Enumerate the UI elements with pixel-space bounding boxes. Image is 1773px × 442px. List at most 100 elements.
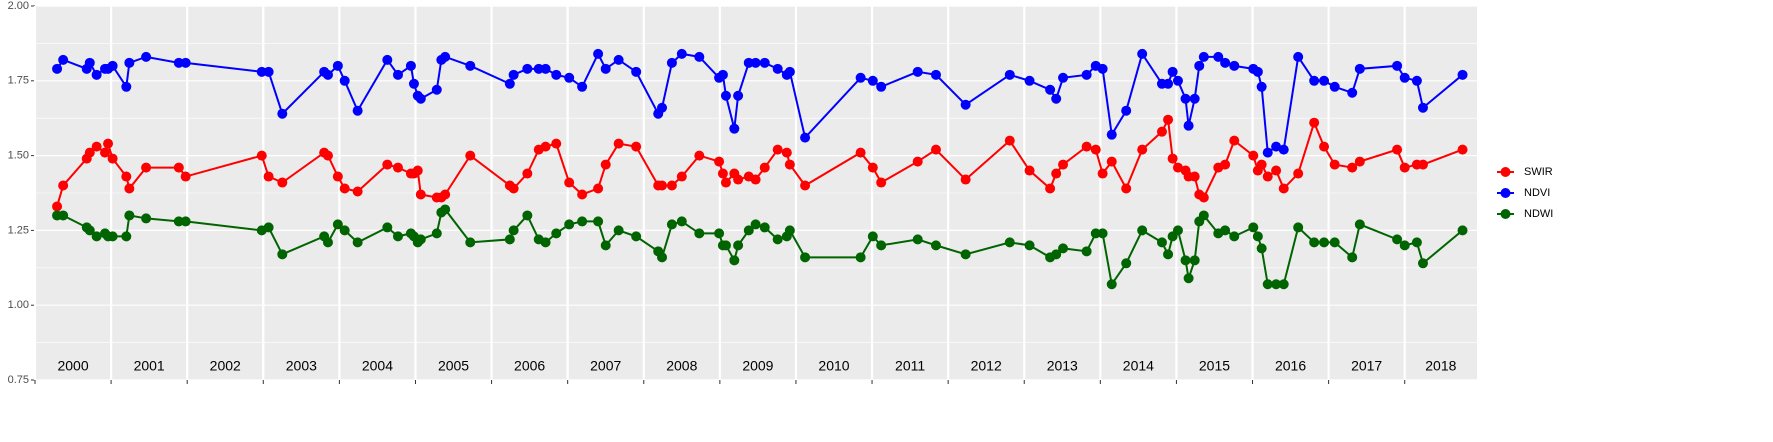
data-point bbox=[522, 168, 533, 179]
data-point bbox=[1256, 243, 1267, 254]
data-point bbox=[1106, 279, 1117, 290]
data-point bbox=[720, 240, 731, 251]
data-point bbox=[1097, 228, 1108, 239]
data-point bbox=[173, 216, 184, 227]
data-point bbox=[912, 234, 923, 245]
data-point bbox=[1058, 72, 1069, 83]
data-point bbox=[180, 57, 191, 68]
data-point bbox=[121, 171, 132, 182]
y-tick-label: 1.00 bbox=[8, 299, 29, 311]
data-point bbox=[1329, 81, 1340, 92]
data-point bbox=[1411, 237, 1422, 248]
data-point bbox=[1081, 69, 1092, 80]
x-tick-label: 2007 bbox=[590, 358, 621, 374]
data-point bbox=[1457, 69, 1468, 80]
data-point bbox=[666, 180, 677, 191]
data-point bbox=[631, 66, 642, 77]
data-point bbox=[564, 177, 575, 188]
data-point bbox=[1081, 141, 1092, 152]
data-point bbox=[322, 237, 333, 248]
x-tick-label: 2002 bbox=[210, 358, 241, 374]
data-point bbox=[1137, 144, 1148, 155]
data-point bbox=[1167, 153, 1178, 164]
data-point bbox=[540, 141, 551, 152]
data-point bbox=[1220, 159, 1231, 170]
data-point bbox=[781, 147, 792, 158]
data-point bbox=[91, 69, 102, 80]
data-point bbox=[1309, 117, 1320, 128]
data-point bbox=[1189, 171, 1200, 182]
data-point bbox=[694, 228, 705, 239]
y-tick-label: 0.75 bbox=[8, 374, 29, 386]
data-point bbox=[58, 210, 69, 221]
data-point bbox=[1457, 225, 1468, 236]
data-point bbox=[1262, 171, 1273, 182]
data-point bbox=[1180, 93, 1191, 104]
data-point bbox=[759, 222, 770, 233]
data-point bbox=[58, 180, 69, 191]
data-point bbox=[1392, 144, 1403, 155]
data-point bbox=[676, 216, 687, 227]
data-point bbox=[1256, 159, 1267, 170]
data-point bbox=[124, 183, 135, 194]
data-point bbox=[1392, 60, 1403, 71]
data-point bbox=[1198, 192, 1209, 203]
data-point bbox=[800, 252, 811, 263]
data-point bbox=[551, 138, 562, 149]
data-point bbox=[1417, 102, 1428, 113]
data-point bbox=[84, 57, 95, 68]
x-tick-label: 2004 bbox=[362, 358, 393, 374]
data-point bbox=[1097, 63, 1108, 74]
data-point bbox=[1220, 225, 1231, 236]
data-point bbox=[1309, 237, 1320, 248]
data-point bbox=[392, 162, 403, 173]
data-point bbox=[1399, 72, 1410, 83]
data-point bbox=[600, 63, 611, 74]
data-point bbox=[91, 141, 102, 152]
data-point bbox=[415, 93, 426, 104]
data-point bbox=[657, 252, 668, 263]
data-point bbox=[759, 162, 770, 173]
data-point bbox=[1183, 120, 1194, 131]
data-point bbox=[1457, 144, 1468, 155]
data-point bbox=[1213, 51, 1224, 62]
data-point bbox=[382, 222, 393, 233]
x-tick-label: 2008 bbox=[666, 358, 697, 374]
data-point bbox=[1194, 60, 1205, 71]
data-point bbox=[717, 69, 728, 80]
x-tick-label: 2011 bbox=[895, 358, 925, 374]
data-point bbox=[415, 234, 426, 245]
data-point bbox=[1163, 114, 1174, 125]
data-point bbox=[930, 69, 941, 80]
data-point bbox=[1220, 57, 1231, 68]
data-point bbox=[508, 225, 519, 236]
y-tick-label: 1.75 bbox=[8, 75, 29, 87]
data-point bbox=[714, 156, 725, 167]
data-point bbox=[339, 183, 350, 194]
data-point bbox=[564, 72, 575, 83]
data-point bbox=[694, 51, 705, 62]
data-point bbox=[1121, 258, 1132, 269]
data-point bbox=[600, 159, 611, 170]
data-point bbox=[743, 225, 754, 236]
x-tick-label: 2001 bbox=[134, 358, 165, 374]
data-point bbox=[440, 51, 451, 62]
data-point bbox=[960, 99, 971, 110]
data-point bbox=[676, 48, 687, 59]
data-point bbox=[1024, 240, 1035, 251]
legend-marker bbox=[1500, 167, 1511, 177]
data-point bbox=[1156, 237, 1167, 248]
data-point bbox=[613, 225, 624, 236]
data-point bbox=[431, 228, 442, 239]
data-point bbox=[322, 150, 333, 161]
data-point bbox=[382, 159, 393, 170]
data-point bbox=[1262, 279, 1273, 290]
data-point bbox=[1058, 243, 1069, 254]
data-point bbox=[1097, 168, 1108, 179]
data-point bbox=[551, 228, 562, 239]
data-point bbox=[263, 66, 274, 77]
data-point bbox=[1090, 228, 1101, 239]
data-point bbox=[1271, 141, 1282, 152]
data-point bbox=[440, 189, 451, 200]
